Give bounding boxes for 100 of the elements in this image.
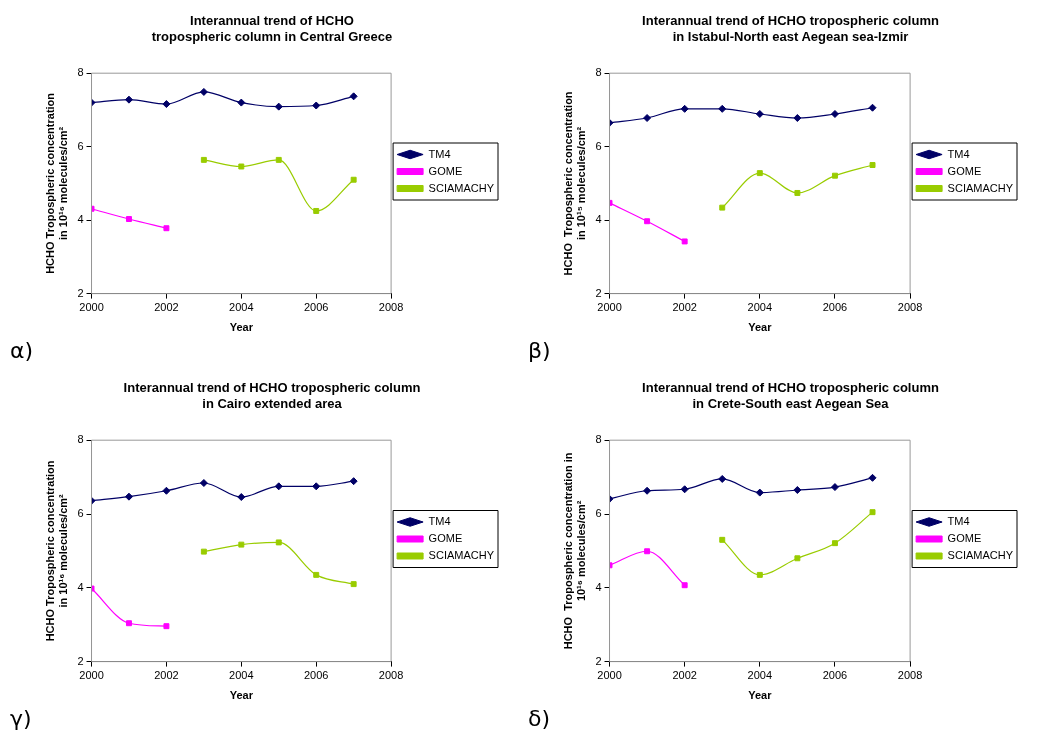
point xyxy=(199,479,208,487)
x-tick-label: 2004 xyxy=(747,301,773,314)
text: tropospheric column in Central Greece xyxy=(151,28,393,44)
point xyxy=(313,571,320,578)
text: α) xyxy=(10,337,34,363)
x-tick-label: 2006 xyxy=(303,301,329,314)
x-tick-label: 2002 xyxy=(154,301,179,314)
point xyxy=(831,172,838,179)
point xyxy=(312,482,321,491)
point xyxy=(756,170,763,177)
legend-label: GOME xyxy=(428,532,463,545)
legend-label: SCIAMACHY xyxy=(947,181,1014,194)
point xyxy=(313,207,320,214)
point xyxy=(162,486,171,495)
legend-label: TM4 xyxy=(428,147,451,160)
legend-label: SCIAMACHY xyxy=(428,181,495,194)
x-tick-label: 2000 xyxy=(597,301,622,314)
text: HCHO Tropospheric concentration xyxy=(43,92,56,274)
y-tick-label: 8 xyxy=(595,433,602,446)
x-tick-label: 2002 xyxy=(672,669,697,682)
y-tick-label: 2 xyxy=(595,286,602,299)
y-tick-label: 8 xyxy=(77,66,84,79)
legend-label: TM4 xyxy=(947,147,970,160)
text: Interannual trend of HCHO tropospheric column xyxy=(123,380,421,396)
point xyxy=(868,473,877,482)
point xyxy=(312,101,321,110)
point xyxy=(718,104,727,113)
point xyxy=(162,100,171,109)
x-tick-label: 2004 xyxy=(747,669,773,682)
text: in 10¹⁶ molecules/cm² xyxy=(56,494,69,608)
point xyxy=(830,483,839,492)
y-tick-label: 6 xyxy=(595,139,602,152)
x-tick-label: 2002 xyxy=(154,669,179,682)
legend-label: SCIAMACHY xyxy=(428,549,495,562)
point xyxy=(125,620,132,627)
point xyxy=(200,156,207,163)
point xyxy=(237,493,246,502)
y-tick-label: 4 xyxy=(595,213,602,226)
point xyxy=(275,539,282,546)
point xyxy=(238,163,245,170)
text: HCHO Tropospheric concentration xyxy=(561,91,574,276)
point xyxy=(163,623,170,630)
y-tick-label: 4 xyxy=(77,580,84,593)
point xyxy=(755,109,764,118)
text: in 10¹⁶ molecules/cm² xyxy=(56,126,69,241)
text: Interannual trend of HCHO xyxy=(190,13,354,29)
point xyxy=(719,204,726,211)
legend-label: SCIAMACHY xyxy=(947,549,1014,562)
text: 10¹⁶ molecules/cm² xyxy=(574,500,587,602)
legend-label: GOME xyxy=(947,164,982,177)
point xyxy=(275,156,282,163)
point xyxy=(869,509,876,516)
y-tick-label: 6 xyxy=(77,507,84,520)
point xyxy=(643,114,652,123)
point xyxy=(830,109,839,118)
point xyxy=(163,225,170,232)
point xyxy=(124,95,133,104)
y-tick-label: 8 xyxy=(77,433,84,446)
text: Interannual trend of HCHO tropospheric column xyxy=(642,13,939,29)
point xyxy=(124,492,133,501)
legend-label: TM4 xyxy=(428,515,451,528)
point xyxy=(794,189,801,196)
point xyxy=(199,87,208,96)
x-tick-label: 2006 xyxy=(303,669,329,682)
x-tick-label: 2008 xyxy=(897,669,923,682)
x-axis-title: Year xyxy=(229,321,254,334)
x-tick-label: 2006 xyxy=(822,301,848,314)
text: in Cairo extended area xyxy=(202,395,342,411)
text: HCHO Tropospheric concentration xyxy=(43,460,56,642)
point xyxy=(349,92,358,101)
point xyxy=(200,548,207,555)
point xyxy=(125,216,132,223)
x-tick-label: 2008 xyxy=(378,669,404,682)
point xyxy=(643,486,652,495)
y-tick-label: 4 xyxy=(77,213,84,226)
point xyxy=(868,103,877,112)
text: in Crete-South east Aegean Sea xyxy=(692,395,889,411)
point xyxy=(793,114,802,123)
y-tick-label: 2 xyxy=(595,654,602,667)
text: Interannual trend of HCHO tropospheric column xyxy=(642,380,939,396)
point xyxy=(794,555,801,562)
x-tick-label: 2006 xyxy=(822,669,848,682)
text: in Istabul-North east Aegean sea-Izmir xyxy=(672,28,909,44)
point xyxy=(793,486,802,495)
y-tick-label: 6 xyxy=(77,139,84,152)
point xyxy=(681,582,688,589)
point xyxy=(349,477,358,486)
point xyxy=(644,548,651,555)
point xyxy=(274,102,283,111)
x-tick-label: 2008 xyxy=(897,301,923,314)
x-axis-title: Year xyxy=(229,689,254,702)
point xyxy=(238,541,245,548)
text: δ) xyxy=(528,705,551,731)
text: γ) xyxy=(10,705,32,731)
point xyxy=(350,581,357,588)
legend-label: GOME xyxy=(428,164,463,177)
x-axis-title: Year xyxy=(748,689,773,702)
point xyxy=(237,98,246,107)
point xyxy=(680,485,689,494)
x-tick-label: 2004 xyxy=(229,301,254,314)
